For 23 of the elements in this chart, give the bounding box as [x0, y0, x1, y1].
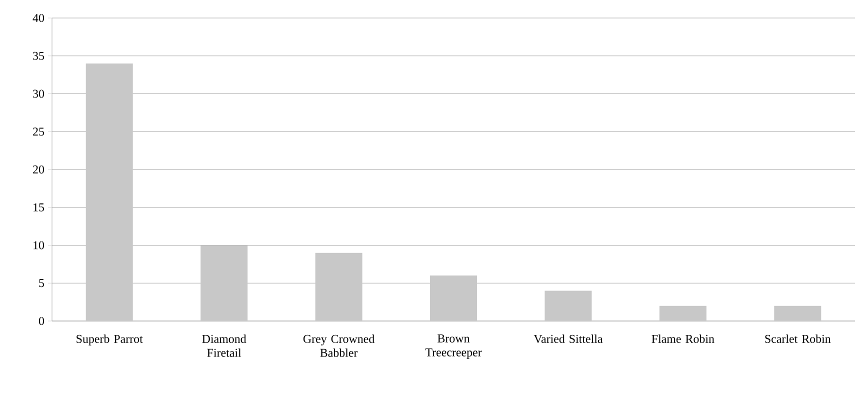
x-tick-label: Flame Robin — [652, 334, 714, 343]
x-tick-label: Grey Crowned Babbler — [303, 334, 374, 357]
bar — [659, 306, 706, 321]
bar — [86, 63, 133, 321]
bar — [774, 306, 822, 321]
x-tick-label: Scarlet Robin — [765, 334, 831, 343]
x-tick-label: Varied Sittella — [534, 334, 603, 344]
y-tick-label: 10 — [34, 241, 44, 250]
x-tick-label: Superb Parrot — [76, 334, 143, 346]
y-tick-label: 0 — [38, 316, 44, 326]
y-tick-label: 30 — [33, 90, 44, 98]
y-tick-label: 15 — [34, 203, 44, 212]
y-tick-label: 20 — [33, 165, 44, 174]
bar — [315, 252, 362, 321]
y-tick-label: 25 — [33, 128, 44, 136]
x-tick-label: Diamond Firetail — [202, 334, 246, 357]
bar — [200, 245, 248, 321]
x-tick-label: Brown Treecreeper — [425, 334, 482, 359]
bar — [544, 290, 592, 321]
y-tick-label: 35 — [33, 52, 44, 60]
bar — [430, 276, 478, 321]
y-tick-label: 40 — [32, 14, 44, 22]
y-tick-label: 5 — [39, 279, 44, 288]
